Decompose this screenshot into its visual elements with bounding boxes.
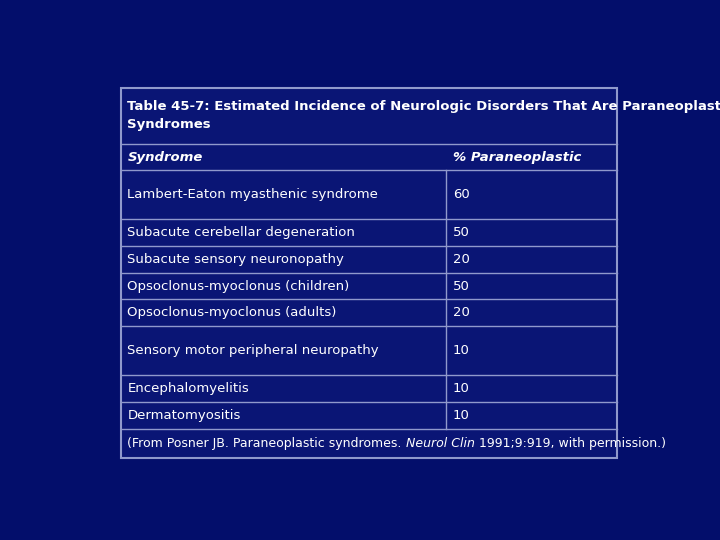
Text: 1991;9:919, with permission.): 1991;9:919, with permission.) bbox=[474, 437, 665, 450]
Text: 10: 10 bbox=[453, 344, 469, 357]
Text: Subacute cerebellar degeneration: Subacute cerebellar degeneration bbox=[127, 226, 355, 239]
Text: Encephalomyelitis: Encephalomyelitis bbox=[127, 382, 249, 395]
Text: (From Posner JB. Paraneoplastic syndromes.: (From Posner JB. Paraneoplastic syndrome… bbox=[127, 437, 406, 450]
Text: 20: 20 bbox=[453, 306, 469, 319]
Text: Dermatomyositis: Dermatomyositis bbox=[127, 409, 240, 422]
Text: Syndrome: Syndrome bbox=[127, 151, 203, 164]
Text: % Paraneoplastic: % Paraneoplastic bbox=[453, 151, 581, 164]
Text: Neurol Clin: Neurol Clin bbox=[406, 437, 474, 450]
Text: Subacute sensory neuronopathy: Subacute sensory neuronopathy bbox=[127, 253, 344, 266]
Text: 10: 10 bbox=[453, 409, 469, 422]
Text: 10: 10 bbox=[453, 382, 469, 395]
Text: 60: 60 bbox=[453, 188, 469, 201]
Text: 50: 50 bbox=[453, 226, 469, 239]
Text: Opsoclonus-myoclonus (children): Opsoclonus-myoclonus (children) bbox=[127, 280, 350, 293]
Text: Sensory motor peripheral neuropathy: Sensory motor peripheral neuropathy bbox=[127, 344, 379, 357]
Text: Lambert-Eaton myasthenic syndrome: Lambert-Eaton myasthenic syndrome bbox=[127, 188, 378, 201]
Text: 50: 50 bbox=[453, 280, 469, 293]
Bar bbox=[121, 87, 617, 458]
Text: Table 45-7: Estimated Incidence of Neurologic Disorders That Are Paraneoplastic
: Table 45-7: Estimated Incidence of Neuro… bbox=[127, 100, 720, 131]
Text: Opsoclonus-myoclonus (adults): Opsoclonus-myoclonus (adults) bbox=[127, 306, 337, 319]
Text: 20: 20 bbox=[453, 253, 469, 266]
